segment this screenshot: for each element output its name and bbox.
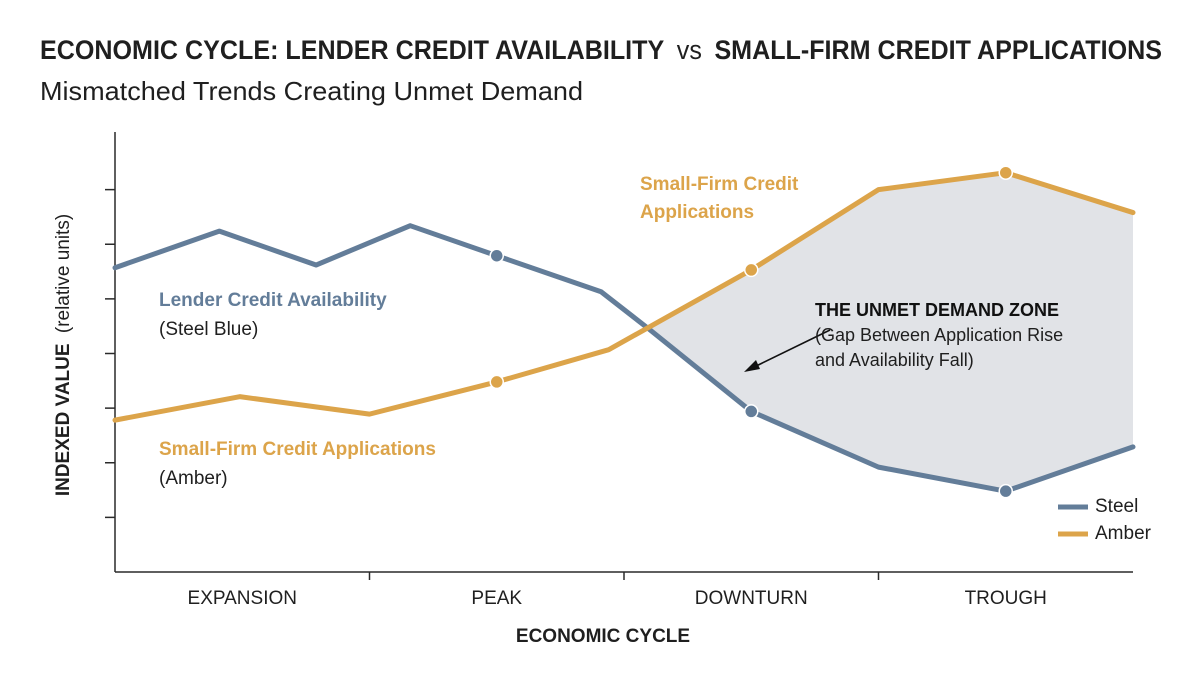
annotation-text: Small-Firm Credit <box>640 174 799 195</box>
data-point <box>744 262 759 278</box>
annotation-text: THE UNMET DEMAND ZONE <box>815 300 1059 320</box>
annotation-text: Applications <box>640 202 754 223</box>
annotation-arrow <box>747 329 831 371</box>
legend-label: Steel <box>1095 496 1138 517</box>
y-label-main: INDEXED VALUE <box>53 343 74 496</box>
annotation-text: (Amber) <box>159 468 228 489</box>
data-point <box>489 248 504 263</box>
line-series <box>112 170 1136 423</box>
data-point <box>744 404 759 419</box>
gap-area <box>649 172 1133 492</box>
x-tick-label: EXPANSION <box>188 588 297 609</box>
x-axis-label: ECONOMIC CYCLE <box>516 626 690 647</box>
title-part: ECONOMIC CYCLE: LENDER CREDIT AVAILABILI… <box>40 35 664 65</box>
chart-subtitle: Mismatched Trends Creating Unmet Demand <box>40 76 583 106</box>
annotation-text: Lender Credit Availability <box>159 290 387 311</box>
y-label-note: (relative units) <box>53 214 74 333</box>
data-point <box>489 374 504 390</box>
x-tick-label: DOWNTURN <box>695 588 808 609</box>
annotation-text: (Gap Between Application Rise <box>815 325 1063 345</box>
title-part: vs <box>677 35 702 65</box>
x-tick-label: PEAK <box>471 588 522 609</box>
y-axis-label: INDEXED VALUE (relative units) <box>53 214 74 496</box>
arrow-head <box>744 360 760 372</box>
annotation-text: (Steel Blue) <box>159 319 258 340</box>
chart-title: ECONOMIC CYCLE: LENDER CREDIT AVAILABILI… <box>40 35 1162 65</box>
title-part: SMALL-FIRM CREDIT APPLICATIONS <box>714 35 1162 65</box>
line-series <box>112 223 1136 494</box>
plot-area: EXPANSION PEAK DOWNTURN TROUGH Steel Amber <box>105 165 1152 609</box>
data-point <box>998 483 1013 499</box>
data-point <box>998 165 1013 180</box>
annotation-text: Small-Firm Credit Applications <box>159 439 436 460</box>
annotation-text: and Availability Fall) <box>815 350 974 370</box>
x-tick-label: TROUGH <box>965 588 1047 609</box>
legend-label: Amber <box>1095 523 1152 544</box>
